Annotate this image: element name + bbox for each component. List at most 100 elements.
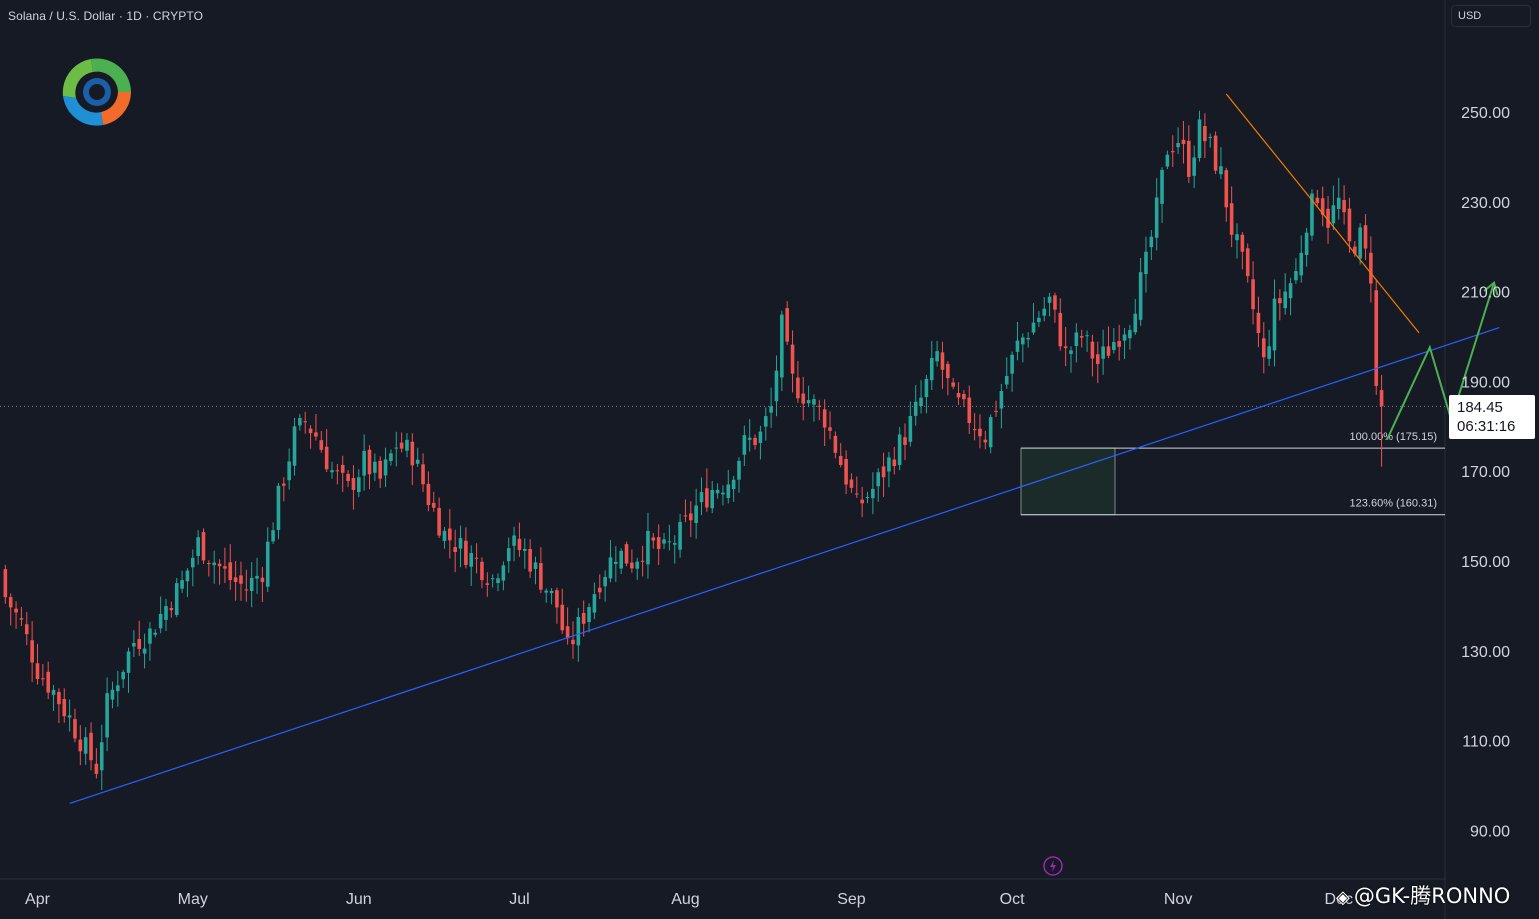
- candle-body: [340, 464, 345, 473]
- x-tick-label: Apr: [25, 891, 51, 908]
- candle-body: [1058, 312, 1063, 347]
- candle-body: [908, 415, 913, 442]
- candle-body: [940, 352, 945, 370]
- x-tick-label: Aug: [671, 891, 699, 908]
- projection-path: [1386, 282, 1495, 441]
- candle-body: [528, 548, 532, 572]
- candle-body: [726, 484, 731, 498]
- candle-body: [1160, 169, 1164, 204]
- trend-lines[interactable]: [69, 93, 1500, 805]
- candle-body: [356, 477, 361, 493]
- candle-body: [57, 691, 61, 705]
- candle-body: [1042, 308, 1047, 316]
- candle-body: [1149, 236, 1154, 248]
- candle-body: [833, 435, 838, 453]
- candle-body: [196, 537, 200, 556]
- candle-body: [399, 442, 404, 449]
- candle-body: [742, 435, 747, 455]
- candle-body: [405, 439, 409, 451]
- candle-body: [619, 550, 623, 569]
- candle-body: [1203, 126, 1207, 142]
- candle-body: [683, 515, 688, 517]
- candle-body: [544, 590, 549, 593]
- candle-body: [1090, 341, 1095, 359]
- candle-body: [207, 563, 211, 565]
- candle-body: [656, 537, 661, 549]
- candle-body: [389, 453, 393, 461]
- candle-body: [1192, 157, 1196, 176]
- candle-body: [522, 548, 527, 551]
- candle-body: [828, 427, 832, 431]
- candle-body: [806, 400, 811, 404]
- candle-body: [319, 440, 324, 450]
- candle-body: [822, 409, 827, 428]
- candle-body: [410, 441, 415, 466]
- candle-body: [24, 624, 29, 635]
- candle-body: [1299, 252, 1304, 276]
- candle-body: [913, 401, 918, 416]
- candle-body: [1363, 225, 1368, 249]
- candle-body: [978, 428, 982, 437]
- candle-body: [1021, 337, 1025, 345]
- candle-body: [426, 483, 431, 506]
- candle-body: [1315, 197, 1320, 204]
- candle-body: [223, 566, 227, 569]
- candle-body: [174, 583, 179, 616]
- candle-body: [1106, 346, 1111, 356]
- lightning-icon[interactable]: [1043, 856, 1063, 876]
- candle-body: [688, 513, 693, 521]
- candle-body: [512, 535, 516, 546]
- currency-selector[interactable]: USD: [1451, 5, 1531, 27]
- candle-body: [1154, 197, 1159, 238]
- candle-body: [303, 421, 308, 423]
- candle-body: [956, 392, 961, 398]
- candle-body: [453, 547, 457, 553]
- candle-body: [330, 470, 334, 473]
- candle-body: [624, 544, 629, 564]
- candle-body: [324, 446, 329, 470]
- candle-body: [539, 563, 543, 590]
- candle-body: [78, 739, 83, 752]
- diamond-logo-icon: ◈: [1336, 887, 1350, 908]
- candle-body: [62, 699, 67, 717]
- candle-body: [903, 437, 907, 445]
- candle-body: [46, 671, 50, 693]
- candle-body: [1240, 234, 1245, 252]
- candle-body: [73, 719, 77, 739]
- candle-body: [1133, 313, 1138, 333]
- candle-body: [287, 461, 291, 481]
- candle-body: [994, 410, 998, 412]
- y-tick-label: 110.00: [1462, 734, 1510, 751]
- candle-body: [1278, 298, 1282, 304]
- candle-body: [678, 521, 682, 550]
- x-tick-label: Nov: [1164, 891, 1192, 908]
- candle-body: [233, 577, 238, 583]
- candle-body: [185, 570, 190, 582]
- candle-body: [1170, 151, 1175, 153]
- candle-body: [614, 561, 618, 564]
- candle-body: [1015, 340, 1020, 352]
- candle-body: [1053, 295, 1057, 310]
- last-price-value: 184.45: [1457, 399, 1503, 416]
- candle-body: [169, 608, 174, 611]
- candle-body: [951, 382, 955, 387]
- candle-body: [549, 590, 554, 594]
- candle-body: [929, 357, 934, 381]
- candle-body: [1144, 251, 1148, 275]
- fib-level-label: 123.60% (160.31): [1350, 498, 1437, 510]
- candle-body: [190, 557, 195, 568]
- candle-body: [817, 405, 822, 407]
- candle-body: [99, 742, 104, 771]
- candle-body: [1347, 208, 1352, 242]
- candle-body: [153, 632, 158, 635]
- candle-body: [180, 580, 184, 589]
- candle-body: [753, 437, 757, 446]
- symbol-title: Solana / U.S. Dollar · 1D · CRYPTO: [8, 9, 204, 23]
- y-tick-label: 130.00: [1461, 644, 1510, 661]
- candle-body: [694, 505, 698, 524]
- candle-body: [458, 538, 463, 549]
- candle-body: [1336, 197, 1341, 209]
- candle-body: [442, 530, 447, 541]
